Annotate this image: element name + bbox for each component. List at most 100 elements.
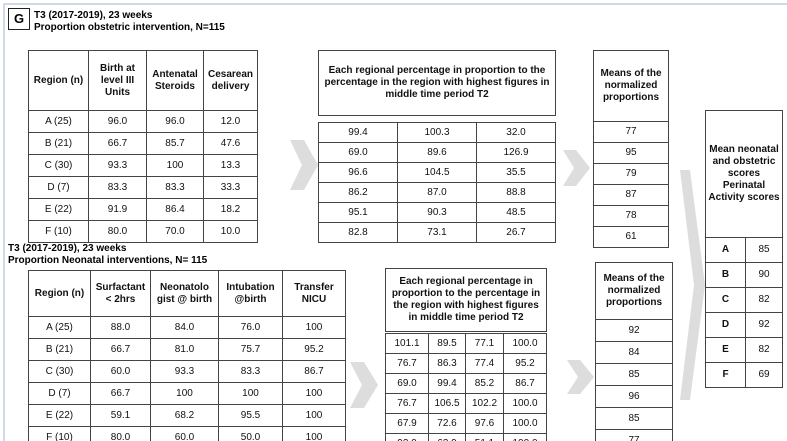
cell: 101.1 [385, 333, 429, 354]
table-row: F (10) 80.0 70.0 10.0 [28, 220, 258, 243]
normalized-table: 101.1 89.5 77.1 100.0 76.7 86.3 77.4 95.2 69.0 99… [385, 333, 547, 441]
header-cell: Cesarean delivery [203, 50, 258, 111]
cell: 92 [595, 319, 673, 342]
cell: 48.5 [476, 202, 556, 223]
cell: 76.7 [385, 393, 429, 414]
table-row: E (22) 91.9 86.4 18.2 [28, 198, 258, 221]
table-row: 84 [595, 341, 673, 364]
cell: 82 [745, 337, 783, 363]
cell: 77.4 [465, 353, 504, 374]
cell: 85 [745, 237, 783, 263]
table-row: Each regional percentage in proportion t… [385, 268, 547, 332]
cell: 86.7 [282, 360, 346, 383]
header-cell: Transfer NICU [282, 270, 346, 317]
cell: 76.0 [218, 316, 283, 339]
cell: 100 [282, 382, 346, 405]
cell: 18.2 [203, 198, 258, 221]
table-row: 101.1 89.5 77.1 100.0 [385, 333, 547, 354]
cell: 90 [745, 262, 783, 288]
scores-table: Mean neonatal and obstetric scores Perin… [705, 110, 783, 388]
header-cell: E [705, 337, 746, 363]
table-row: 92 [595, 319, 673, 342]
cell: 83.3 [218, 360, 283, 383]
cell: 32.0 [476, 122, 556, 143]
table-row: 78 [593, 205, 669, 227]
table-row: Mean neonatal and obstetric scores Perin… [705, 110, 783, 238]
table-row: 69.0 89.6 126.9 [318, 142, 556, 163]
cell: 83.3 [88, 176, 147, 199]
cell: F (10) [28, 426, 91, 441]
cell: 67.9 [385, 413, 429, 434]
cell: 96 [595, 385, 673, 408]
cell: 85 [595, 363, 673, 386]
cell: 80.0 [88, 220, 147, 243]
header-cell: Intubation @birth [218, 270, 283, 317]
header-cell: Neonatolo gist @ birth [150, 270, 219, 317]
header-cell: Mean neonatal and obstetric scores Perin… [705, 110, 783, 238]
cell: 100 [150, 382, 219, 405]
table-row: E (22) 59.1 68.2 95.5 100 [28, 404, 346, 427]
cell: B (21) [28, 132, 89, 155]
cell: 84.0 [150, 316, 219, 339]
table-row: Each regional percentage in proportion t… [318, 50, 556, 116]
section-title: Proportion Neonatal interventions, N= 11… [8, 255, 208, 266]
table-row: C 82 [705, 287, 783, 313]
table-row: F 69 [705, 362, 783, 388]
cell: E (22) [28, 198, 89, 221]
cell: 93.3 [150, 360, 219, 383]
arrow [680, 170, 705, 400]
cell: 26.7 [476, 222, 556, 243]
table-row: 86.2 87.0 88.8 [318, 182, 556, 203]
cell: D (7) [28, 382, 91, 405]
cell: 77.1 [465, 333, 504, 354]
cell: F (10) [28, 220, 89, 243]
cell: C (30) [28, 154, 89, 177]
header-cell: Means of the normalized proportions [593, 50, 669, 122]
header-cell: Region (n) [28, 270, 91, 317]
table-row: Means of the normalized proportions [593, 50, 669, 122]
panel-border [3, 3, 787, 441]
cell: 99.4 [428, 373, 466, 394]
cell: 92 [745, 312, 783, 338]
cell: A (25) [28, 316, 91, 339]
cell: 85.7 [146, 132, 204, 155]
cell: 86.3 [428, 353, 466, 374]
cell: 95.5 [218, 404, 283, 427]
cell: 100.0 [503, 413, 547, 434]
header-cell: Region (n) [28, 50, 89, 111]
cell: 61 [593, 226, 669, 248]
header-cell: Each regional percentage in proportion t… [385, 268, 547, 332]
table-row: A (25) 88.0 84.0 76.0 100 [28, 316, 346, 339]
section-title: T3 (2017-2019), 23 weeks [8, 243, 127, 254]
cell: 88.0 [90, 316, 151, 339]
cell: 10.0 [203, 220, 258, 243]
cell: 100.0 [503, 393, 547, 414]
cell: 96.6 [318, 162, 398, 183]
table-row: B (21) 66.7 85.7 47.6 [28, 132, 258, 155]
table-row: A (25) 96.0 96.0 12.0 [28, 110, 258, 133]
panel-label: G [8, 8, 30, 30]
normalized-table: 99.4 100.3 32.0 69.0 89.6 126.9 96.6 104.5 35.5 8… [318, 122, 556, 243]
cell: 104.5 [397, 162, 477, 183]
cell: 91.9 [88, 198, 147, 221]
cell: 100.0 [503, 333, 547, 354]
header-cell: F [705, 362, 746, 388]
cell: 69.0 [318, 142, 398, 163]
cell: 68.2 [150, 404, 219, 427]
cell: 59.1 [90, 404, 151, 427]
table-row: 67.9 72.6 97.6 100.0 [385, 413, 547, 434]
cell: 89.5 [428, 333, 466, 354]
cell: 80.0 [90, 426, 151, 441]
cell: 69.0 [385, 373, 429, 394]
means-table: Means of the normalized proportions 92 84 8… [595, 262, 673, 441]
normalized-header: Each regional percentage in proportion t… [318, 50, 556, 116]
cell: 92.0 [385, 433, 429, 441]
cell: 95.1 [318, 202, 398, 223]
table-row: C (30) 93.3 100 13.3 [28, 154, 258, 177]
cell: A (25) [28, 110, 89, 133]
cell: 100 [146, 154, 204, 177]
cell: 93.3 [88, 154, 147, 177]
cell: 75.7 [218, 338, 283, 361]
cell: 60.0 [90, 360, 151, 383]
